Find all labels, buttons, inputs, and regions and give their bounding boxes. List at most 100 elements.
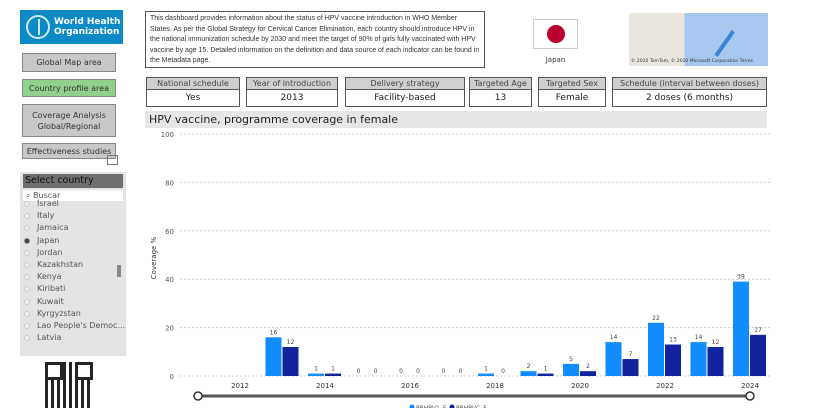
- legend-marker: [409, 404, 415, 408]
- bar: [690, 342, 707, 376]
- country-option[interactable]: Kuwait: [20, 296, 126, 308]
- bar: [707, 346, 724, 376]
- kpi-targeted-sex: Targeted Sex Female: [538, 77, 606, 107]
- who-logo: World Health Organization: [20, 10, 123, 44]
- x-tick-label: 2018: [486, 382, 504, 390]
- bar: [648, 322, 664, 376]
- data-label: 1: [484, 366, 488, 373]
- kpi-label: Targeted Sex: [539, 78, 605, 90]
- x-tick-label: 2014: [316, 382, 334, 390]
- country-label: Lao People's Democ...: [37, 320, 126, 330]
- bar: [537, 373, 554, 376]
- global-map-button[interactable]: Global Map area: [22, 53, 116, 72]
- slicer-search-input[interactable]: ⌕ Buscar: [23, 190, 123, 201]
- country-label: Jamaica: [37, 223, 69, 233]
- y-tick-label: 20: [165, 325, 174, 333]
- bar: [665, 344, 681, 376]
- logo-text: Organization: [54, 27, 120, 37]
- data-label: 14: [695, 334, 703, 341]
- data-label: 5: [569, 356, 573, 363]
- country-option[interactable]: Kiribati: [20, 283, 126, 295]
- who-emblem-icon: [26, 15, 50, 39]
- japan-flag: [533, 19, 578, 49]
- bar: [282, 346, 299, 376]
- country-option[interactable]: Israel: [20, 198, 126, 210]
- coverage-analysis-button[interactable]: Coverage Analysis Global/Regional: [22, 104, 116, 137]
- radio-icon: [24, 262, 30, 269]
- kpi-targeted-age: Targeted Age 13: [469, 77, 532, 107]
- x-tick-label: 2022: [656, 382, 674, 390]
- data-label: 13: [669, 337, 677, 344]
- kpi-national-schedule: National schedule Yes: [146, 77, 240, 107]
- data-label: 2: [586, 363, 590, 370]
- data-label: 17: [754, 327, 762, 334]
- country-option[interactable]: Kyrgyzstan: [20, 308, 126, 320]
- bar: [325, 373, 341, 376]
- bar: [605, 342, 622, 376]
- kpi-label: Schedule (interval between doses): [613, 78, 766, 90]
- focus-mode-icon[interactable]: [107, 155, 118, 165]
- search-placeholder: Buscar: [33, 191, 61, 200]
- kpi-value: Female: [555, 93, 589, 103]
- country-profile-button[interactable]: Country profile area: [22, 79, 116, 97]
- country-option[interactable]: Jamaica: [20, 222, 126, 234]
- dashboard-description: This dashboard provides information abou…: [145, 11, 485, 68]
- y-tick-label: 40: [165, 276, 174, 284]
- slicer-scrollbar[interactable]: [117, 265, 121, 277]
- country-label: Kuwait: [37, 296, 64, 306]
- country-label: Italy: [37, 211, 55, 221]
- x-tick-label: 2024: [741, 382, 759, 390]
- country-option[interactable]: Kenya: [20, 271, 126, 283]
- legend-label: PRHPVC_F: [456, 405, 487, 408]
- kpi-schedule: Schedule (interval between doses) 2 doses…: [612, 77, 767, 107]
- country-option[interactable]: Italy: [20, 210, 126, 222]
- y-tick-label: 60: [165, 228, 174, 236]
- radio-icon: [24, 225, 30, 232]
- country-option[interactable]: Japan: [20, 235, 126, 247]
- radio-icon: [24, 322, 30, 329]
- radio-icon: [24, 286, 30, 293]
- country-label: Kazakhstan: [37, 259, 84, 269]
- country-option[interactable]: Latvia: [20, 332, 126, 344]
- radio-icon: [24, 201, 30, 208]
- data-label: 0: [399, 368, 403, 375]
- radio-icon: [24, 274, 30, 281]
- kpi-delivery-strategy: Delivery strategy Facility-based: [345, 77, 465, 107]
- bar: [265, 337, 282, 376]
- data-label: 7: [629, 351, 633, 358]
- country-option[interactable]: Kazakhstan: [20, 259, 126, 271]
- bar: [308, 373, 324, 376]
- range-slider-end-handle[interactable]: [745, 391, 755, 401]
- range-slider-start-handle[interactable]: [193, 391, 203, 401]
- y-tick-label: 0: [170, 373, 174, 381]
- y-axis-label: Coverage %: [150, 236, 158, 279]
- legend-label: PRHPV1_F: [416, 405, 447, 408]
- legend-marker: [449, 404, 455, 408]
- data-label: 0: [357, 368, 361, 375]
- data-label: 14: [610, 334, 618, 341]
- data-label: 39: [737, 274, 745, 281]
- country-label: Kiribati: [37, 284, 66, 294]
- country-slicer: Select country ⌕ Buscar Israel Italy Jamai…: [20, 172, 126, 356]
- data-label: 0: [374, 368, 378, 375]
- japan-shape-icon: [693, 15, 735, 57]
- country-name: Japan: [545, 56, 566, 64]
- country-label: Jordan: [37, 247, 63, 257]
- bar: [580, 371, 596, 376]
- data-label: 12: [287, 339, 295, 346]
- x-tick-label: 2012: [231, 382, 249, 390]
- bar: [520, 371, 537, 376]
- kpi-label: Year of introduction: [247, 78, 337, 90]
- country-option[interactable]: Lao People's Democ...: [20, 320, 126, 332]
- radio-icon: [24, 237, 30, 244]
- effectiveness-studies-button[interactable]: Effectiveness studies: [22, 143, 116, 159]
- radio-icon: [24, 249, 30, 256]
- country-label: Israel: [37, 199, 59, 208]
- kpi-value: 2013: [280, 93, 304, 103]
- country-option[interactable]: Jordan: [20, 247, 126, 259]
- country-map[interactable]: © 2020 TomTom, © 2020 Microsoft Corporat…: [629, 13, 768, 66]
- country-label: Japan: [37, 235, 60, 245]
- data-label: 2: [527, 363, 531, 370]
- flag-circle-icon: [546, 25, 565, 43]
